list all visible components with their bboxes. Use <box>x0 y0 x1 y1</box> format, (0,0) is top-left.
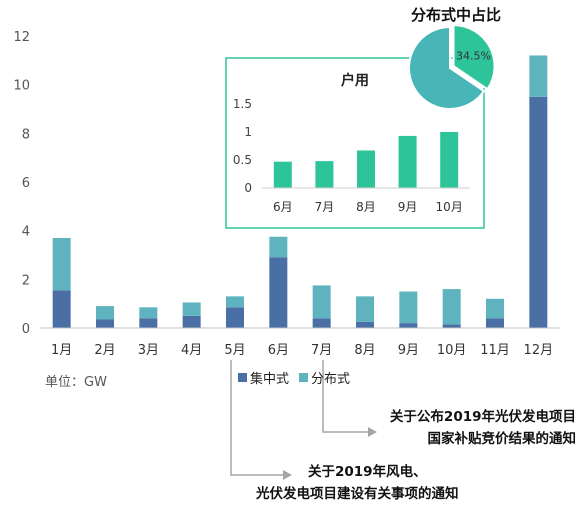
legend-item-centralized: 集中式 <box>238 368 289 387</box>
inset-bar <box>440 132 459 188</box>
main-x-tick-label: 11月 <box>480 343 510 358</box>
annotation-note1-line1: 关于公布2019年光伏发电项目 <box>389 409 576 425</box>
callout-line-note2 <box>230 360 283 476</box>
annotation-note2: 关于2019年风电、 光伏发电项目建设有关事项的通知 <box>256 461 459 505</box>
main-x-tick-label: 3月 <box>138 343 159 358</box>
annotation-note1: 关于公布2019年光伏发电项目 国家补贴竞价结果的通知 <box>390 406 576 450</box>
main-y-tick-label: 0 <box>22 322 30 337</box>
pie-title: 分布式中占比 <box>411 6 502 24</box>
unit-label: 单位：GW <box>45 375 107 390</box>
inset-title: 户用 <box>341 73 369 89</box>
annotation-note2-line1: 关于2019年风电、 <box>308 464 427 480</box>
bar-centralized <box>529 96 548 328</box>
bar-centralized <box>356 321 374 328</box>
bar-centralized <box>486 318 504 328</box>
bar-centralized <box>139 318 158 328</box>
bar-distributed <box>486 298 504 319</box>
main-bars <box>52 55 548 328</box>
bar-distributed <box>312 285 331 319</box>
inset-y-tick-label: 1 <box>244 125 252 139</box>
bar-distributed <box>96 306 114 320</box>
main-x-tick-label: 4月 <box>181 343 202 358</box>
main-x-tick-label: 12月 <box>524 343 554 358</box>
main-x-tick-label: 9月 <box>398 343 419 358</box>
inset-x-tick-label: 8月 <box>356 200 376 214</box>
main-y-tick-label: 8 <box>22 127 30 142</box>
bar-centralized <box>312 318 331 328</box>
annotation-note2-line2: 光伏发电项目建设有关事项的通知 <box>256 486 459 502</box>
annotation-note1-line2: 国家补贴竞价结果的通知 <box>427 431 577 447</box>
callout-arrow-note1 <box>368 427 377 437</box>
inset-y-tick-label: 0.5 <box>233 153 252 167</box>
legend-label-distributed: 分布式 <box>311 372 351 387</box>
bar-centralized <box>269 257 288 328</box>
inset-bars <box>273 132 459 188</box>
inset-y-tick-label: 1.5 <box>233 97 252 111</box>
legend: 集中式 分布式 <box>238 368 350 387</box>
main-x-axis-ticks: 1月 2月 3月 4月 5月 6月 7月 8月 9月 10月 11月 12月 <box>51 343 553 358</box>
legend-label-centralized: 集中式 <box>250 372 290 387</box>
inset-y-axis-ticks: 0 0.5 1 1.5 <box>233 97 252 195</box>
pie-slice-label: 34.5% <box>456 50 491 63</box>
main-y-tick-label: 4 <box>22 225 30 240</box>
legend-swatch-distributed <box>299 373 309 382</box>
inset-x-axis-ticks: 6月 7月 8月 9月 10月 <box>273 200 463 214</box>
callout-line-note1 <box>322 360 368 433</box>
main-x-tick-label: 8月 <box>354 343 375 358</box>
bar-distributed <box>182 302 201 316</box>
bar-distributed <box>226 296 244 308</box>
bar-distributed <box>399 291 418 324</box>
inset-x-tick-label: 6月 <box>273 200 293 214</box>
inset-bar <box>357 150 375 188</box>
bar-distributed <box>52 237 71 291</box>
main-y-axis-ticks: 0 2 4 6 8 10 12 <box>13 30 30 337</box>
bar-centralized <box>96 319 114 328</box>
inset-x-tick-label: 10月 <box>436 200 463 214</box>
bar-distributed <box>529 55 548 97</box>
main-x-tick-label: 2月 <box>94 343 115 358</box>
bar-distributed <box>269 236 288 258</box>
main-x-tick-label: 7月 <box>311 343 332 358</box>
bar-distributed <box>356 296 374 322</box>
bar-distributed <box>442 289 461 325</box>
inset-y-tick-label: 0 <box>244 181 252 195</box>
main-x-tick-label: 6月 <box>268 343 289 358</box>
main-x-tick-label: 10月 <box>437 343 467 358</box>
bar-centralized <box>442 324 461 328</box>
main-x-tick-label: 1月 <box>51 343 72 358</box>
main-y-tick-label: 2 <box>22 273 30 288</box>
bar-centralized <box>226 307 244 328</box>
legend-swatch-centralized <box>238 373 247 382</box>
inset-x-tick-label: 7月 <box>315 200 335 214</box>
legend-item-distributed: 分布式 <box>299 368 350 387</box>
bar-centralized <box>399 323 418 328</box>
inset-bar <box>273 161 292 188</box>
main-y-tick-label: 10 <box>13 79 30 94</box>
inset-bar <box>315 161 334 188</box>
pie-slice <box>452 24 496 91</box>
main-y-tick-label: 6 <box>22 176 30 191</box>
pie-slice <box>408 25 486 110</box>
bar-centralized <box>52 290 71 328</box>
main-y-tick-label: 12 <box>13 30 30 45</box>
inset-bar <box>398 135 417 188</box>
bar-centralized <box>182 315 201 328</box>
main-x-tick-label: 5月 <box>224 343 245 358</box>
bar-distributed <box>139 307 158 319</box>
callout-arrow-note2 <box>283 470 292 480</box>
pie-chart: 34.5% <box>408 24 496 110</box>
inset-x-tick-label: 9月 <box>398 200 418 214</box>
